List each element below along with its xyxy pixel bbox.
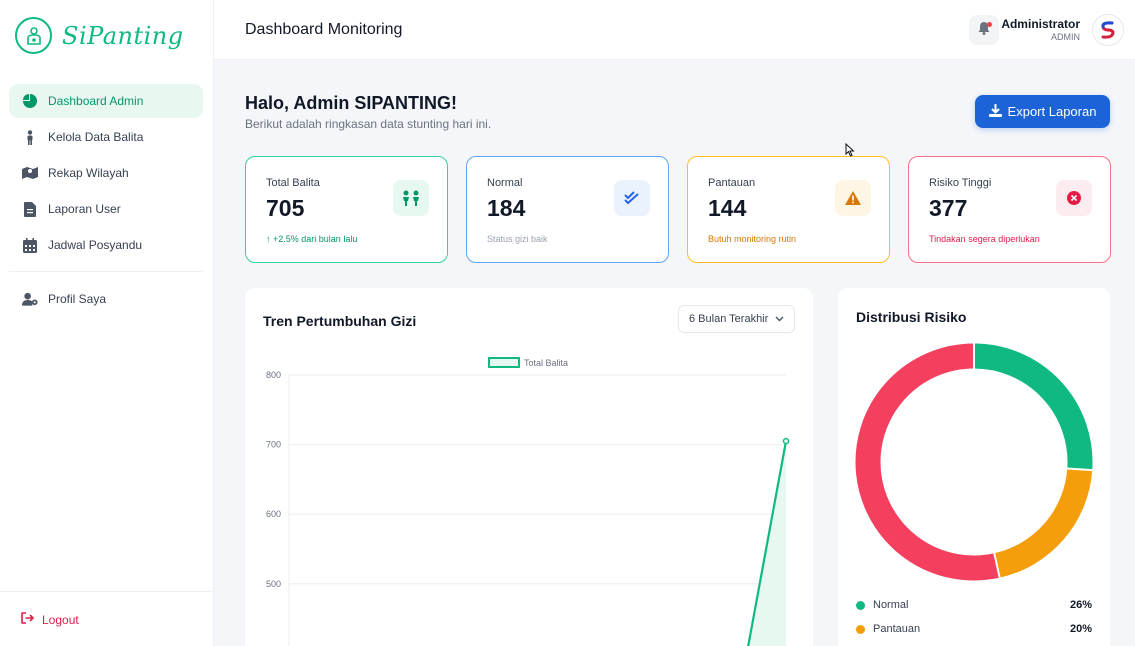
- bell-icon: [978, 21, 990, 40]
- sidebar-nav: Dashboard Admin Kelola Data Balita Rekap…: [9, 84, 203, 318]
- sidebar-item-label: Jadwal Posyandu: [48, 238, 143, 252]
- period-select-value: 6 Bulan Terakhir: [689, 313, 769, 325]
- sidebar-item-label: Laporan User: [48, 202, 121, 216]
- stat-card-total-balita: Total Balita 705 ↑ +2.5% dari bulan lalu: [245, 156, 448, 263]
- greeting-subtitle: Berikut adalah ringkasan data stunting h…: [245, 117, 492, 131]
- sidebar-item-label: Profil Saya: [48, 292, 107, 306]
- sidebar-item-label: Dashboard Admin: [48, 94, 144, 108]
- slice-separator: [1067, 467, 1093, 472]
- chart-title: Tren Pertumbuhan Gizi: [263, 313, 417, 329]
- warning-icon: [835, 180, 871, 216]
- user-role: ADMIN: [1051, 32, 1080, 42]
- y-tick-label: 800: [266, 370, 281, 380]
- sidebar-item-rekap-wilayah[interactable]: Rekap Wilayah: [9, 156, 203, 190]
- top-header: Dashboard Monitoring Administrator ADMIN: [214, 0, 1135, 60]
- stat-value: 705: [266, 195, 305, 221]
- risk-distribution-card: Distribusi Risiko Normal 26% Pantauan 20…: [838, 288, 1110, 646]
- greeting-title: Halo, Admin SIPANTING!: [245, 93, 458, 113]
- data-point: [782, 437, 790, 445]
- mouse-cursor-icon: [845, 142, 855, 162]
- page-title: Dashboard Monitoring: [245, 21, 403, 38]
- legend-percent: 20%: [1069, 623, 1092, 635]
- legend-swatch: [488, 357, 520, 368]
- stat-label: Pantauan: [708, 177, 756, 189]
- sidebar-item-label: Kelola Data Balita: [48, 130, 144, 144]
- export-report-label: Export Laporan: [1007, 104, 1097, 119]
- stat-note: Status gizi baik: [487, 234, 548, 244]
- legend-label: Total Balita: [524, 358, 568, 368]
- stat-card-risiko-tinggi: Risiko Tinggi 377 Tindakan segera diperl…: [908, 156, 1111, 263]
- notification-dot: [987, 22, 992, 27]
- line-chart: 500 600 700 800 Total Balita: [266, 357, 790, 646]
- donut-chart: [855, 343, 1093, 581]
- legend-label: Normal: [873, 599, 909, 611]
- stat-card-pantauan: Pantauan 144 Butuh monitoring rutin: [687, 156, 890, 263]
- logout-button[interactable]: Logout: [21, 612, 79, 627]
- stat-note: Tindakan segera diperlukan: [929, 234, 1040, 244]
- legend-dot: [856, 600, 865, 610]
- pie-chart-icon: [22, 93, 38, 109]
- brand[interactable]: SiPanting: [15, 17, 184, 54]
- stat-label: Total Balita: [266, 177, 320, 189]
- document-icon: [22, 201, 38, 217]
- sidebar-item-dashboard-admin[interactable]: Dashboard Admin: [9, 84, 203, 118]
- avatar-logo-icon: [1101, 21, 1115, 39]
- stat-card-normal: Normal 184 Status gizi baik: [466, 156, 669, 263]
- series-line: [747, 440, 788, 646]
- legend-percent: 26%: [1069, 599, 1092, 611]
- legend-label: Pantauan: [873, 623, 921, 635]
- user-name: Administrator: [1001, 17, 1080, 31]
- sidebar-item-profil-saya[interactable]: Profil Saya: [9, 282, 203, 316]
- stat-label: Risiko Tinggi: [929, 177, 992, 189]
- slice-separator: [993, 553, 1001, 578]
- trend-chart-card: 500 600 700 800 Total Balita Tren Pertumbuha…: [245, 288, 813, 646]
- y-tick-label: 600: [266, 509, 281, 519]
- donut-title: Distribusi Risiko: [856, 309, 967, 325]
- legend-dot: [856, 624, 865, 634]
- export-report-button[interactable]: Export Laporan: [975, 95, 1110, 128]
- arrow-up-icon: ↑: [266, 234, 271, 244]
- legend-item-pantauan: Pantauan 20%: [856, 623, 1092, 635]
- y-tick-label: 700: [266, 440, 281, 450]
- children-icon: [393, 180, 429, 216]
- period-select[interactable]: 6 Bulan Terakhir: [678, 305, 795, 333]
- mother-child-icon: [15, 17, 52, 54]
- sidebar-footer-divider: [0, 591, 214, 592]
- chevron-down-icon: [775, 313, 784, 325]
- stat-value: 377: [929, 195, 968, 221]
- user-gear-icon: [22, 291, 38, 307]
- stat-label: Normal: [487, 177, 523, 189]
- stat-note: ↑ +2.5% dari bulan lalu: [266, 234, 358, 244]
- sidebar-item-jadwal-posyandu[interactable]: Jadwal Posyandu: [9, 228, 203, 262]
- map-icon: [22, 165, 38, 181]
- donut-slice-risiko-tinggi: [855, 343, 1000, 581]
- donut-slice-pantauan: [993, 468, 1093, 578]
- sidebar-item-laporan-user[interactable]: Laporan User: [9, 192, 203, 226]
- download-icon: [988, 103, 1002, 120]
- legend-item-normal: Normal 26%: [856, 599, 1092, 611]
- nav-divider: [9, 271, 203, 272]
- close-circle-icon: [1056, 180, 1092, 216]
- sidebar-item-kelola-data-balita[interactable]: Kelola Data Balita: [9, 120, 203, 154]
- sidebar-item-label: Rekap Wilayah: [48, 166, 129, 180]
- avatar[interactable]: [1092, 14, 1124, 46]
- notification-button[interactable]: [969, 15, 999, 45]
- sidebar: SiPanting Dashboard Admin Kelola Data Ba…: [0, 0, 214, 646]
- child-icon: [22, 129, 38, 145]
- y-tick-label: 500: [266, 579, 281, 589]
- calendar-icon: [22, 237, 38, 253]
- brand-name: SiPanting: [62, 21, 184, 50]
- logout-icon: [21, 612, 35, 627]
- double-check-icon: [614, 180, 650, 216]
- stat-note: Butuh monitoring rutin: [708, 234, 797, 244]
- logout-label: Logout: [42, 612, 79, 627]
- donut-slice-normal: [973, 343, 1093, 471]
- stat-value: 184: [487, 195, 526, 221]
- stat-value: 144: [708, 195, 747, 221]
